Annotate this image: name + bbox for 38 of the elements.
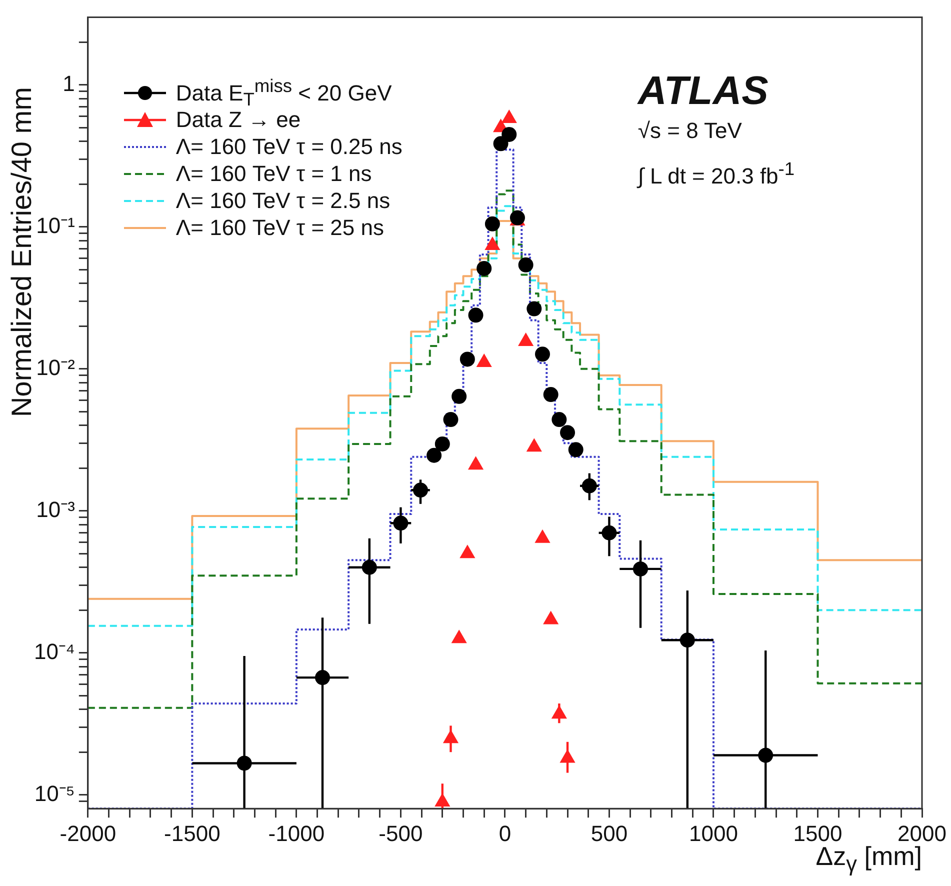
x-tick-label: -2000 (60, 820, 116, 846)
y-tick-label: 10⁻⁵ (34, 780, 75, 806)
x-tick-label: 500 (590, 820, 628, 846)
y-tick-label: 10⁻¹ (36, 212, 75, 238)
y-axis-title: Normalized Entries/40 mm (6, 86, 38, 419)
x-tick-label: 1000 (689, 820, 738, 846)
point (543, 387, 558, 402)
point (526, 301, 542, 316)
point (476, 260, 492, 276)
annotation: ATLAS (638, 69, 770, 114)
legend-label: Λ= 160 TeV τ = 2.5 ns (176, 188, 390, 214)
point (518, 257, 534, 272)
point (443, 412, 458, 428)
x-tick-label: -1500 (164, 820, 220, 846)
point (460, 352, 475, 367)
legend-label: Λ= 160 TeV τ = 1 ns (176, 160, 372, 187)
x-tick-label: 0 (498, 820, 512, 846)
y-tick-label: 10⁻⁴ (34, 638, 75, 664)
annotation: √s = 8 TeV (638, 118, 743, 144)
legend-label: Λ= 160 TeV τ = 25 ns (176, 214, 384, 241)
y-tick-label: 10⁻² (36, 354, 75, 380)
point (534, 346, 550, 362)
point (560, 425, 576, 440)
point (452, 388, 467, 404)
x-tick-label: -1000 (268, 820, 325, 846)
y-tick-label: 1 (62, 71, 75, 96)
point (552, 412, 567, 428)
point (434, 436, 450, 452)
point (502, 126, 517, 142)
point (484, 216, 500, 232)
y-tick-label: 10⁻³ (36, 496, 75, 522)
point (468, 308, 484, 323)
point (568, 442, 584, 458)
legend-label: Λ= 160 TeV τ = 0.25 ns (176, 134, 402, 160)
x-tick-label: -500 (378, 820, 423, 846)
annotation: ∫ L dt = 20.3 fb$^{-1}$ (638, 158, 795, 190)
point (493, 136, 508, 152)
point (426, 448, 442, 463)
